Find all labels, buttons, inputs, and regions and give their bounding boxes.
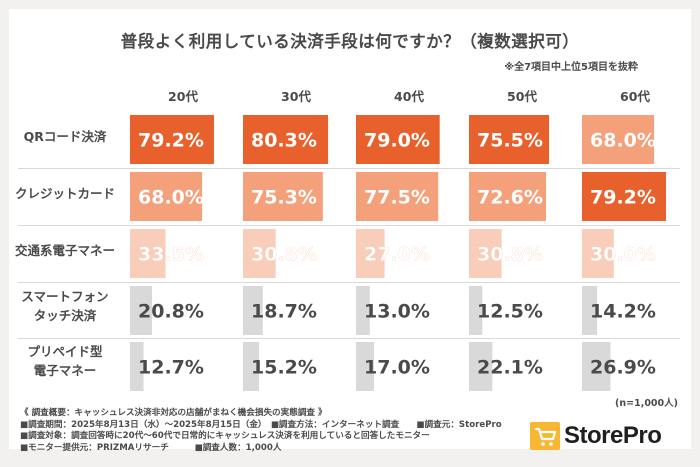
data-label: 72.6% [477, 187, 543, 209]
data-label: 77.5% [364, 187, 430, 209]
data-label: 30.8% [251, 244, 317, 266]
bar [243, 115, 329, 164]
bar [582, 115, 655, 164]
data-label: 14.2% [590, 301, 656, 323]
data-label: 33.5% [138, 244, 204, 266]
data-label: 26.9% [590, 357, 656, 379]
column-header: 50代 [507, 89, 537, 104]
bar [130, 172, 203, 221]
column-header: 20代 [168, 89, 198, 104]
data-label: 15.2% [251, 357, 317, 379]
footer-line-overview: 《 調査概要：キャッシュレス決済非対応の店舗がまねく機会損失の実態調査 》 [20, 408, 327, 418]
bar [469, 229, 502, 278]
data-label: 27.0% [364, 244, 430, 266]
chart-card [9, 9, 691, 449]
data-label: 30.8% [477, 244, 543, 266]
bar [582, 172, 666, 221]
footer-line-period: ■調査期間：2025年8月13日（水）～2025年8月15日（金） ■調査方法：… [20, 419, 502, 430]
row-divider [18, 168, 680, 169]
chart-title: 普段よく利用している決済手段は何ですか？（複数選択可） [120, 32, 580, 51]
bar [130, 342, 144, 391]
footer-line-provider: ■モニター提供元：PRIZMAリサーチ ■調査人数：1,000人 [20, 442, 282, 453]
data-label: 80.3% [251, 130, 317, 152]
logo-text: StorePro [564, 422, 662, 449]
bar [243, 172, 323, 221]
bar [243, 286, 263, 335]
row-label: スマートフォン タッチ決済 [21, 289, 109, 323]
row-label: クレジットカード [14, 185, 115, 201]
row-label: プリペイド型 電子マネー [27, 344, 103, 378]
footer-line-target: ■調査対象：調査回答時に20代～60代で日常的にキャッシュレス決済を利用している… [20, 431, 430, 441]
bar [356, 342, 374, 391]
bar [356, 172, 439, 221]
data-label: 13.0% [364, 301, 430, 323]
shopping-cart-icon [530, 422, 560, 450]
storepro-logo: StorePro [528, 419, 678, 455]
bar [469, 172, 546, 221]
selection-note: ※全7項目中上位5項目を抜粋 [504, 62, 638, 73]
bar [582, 342, 611, 391]
bar [356, 286, 370, 335]
data-label: 75.3% [251, 187, 317, 209]
data-label: 75.5% [477, 130, 543, 152]
row-divider [18, 338, 680, 339]
bar [582, 229, 614, 278]
data-label: 30.0% [590, 244, 656, 266]
data-label: 17.0% [364, 357, 430, 379]
row-label: QRコード決済 [23, 128, 107, 144]
column-header: 40代 [394, 89, 424, 104]
bar [356, 229, 385, 278]
bar [469, 286, 483, 335]
bar [130, 115, 214, 164]
bar [469, 115, 549, 164]
survey-footer: 《 調査概要：キャッシュレス決済非対応の店舗がまねく機会損失の実態調査 》 ■調… [20, 408, 502, 454]
sample-size: (n=1,000人) [615, 398, 678, 409]
bar [130, 229, 166, 278]
data-label: 68.0% [590, 130, 656, 152]
bar [469, 342, 493, 391]
data-label: 68.0% [138, 187, 204, 209]
data-label: 12.5% [477, 301, 543, 323]
row-divider [18, 282, 680, 283]
bar [243, 229, 276, 278]
row-divider [18, 225, 680, 226]
data-label: 18.7% [251, 301, 317, 323]
bar [356, 115, 440, 164]
data-label: 79.0% [364, 130, 430, 152]
row-label: 交通系電子マネー [14, 242, 115, 258]
bar [243, 342, 260, 391]
data-label: 22.1% [477, 357, 543, 379]
column-header: 30代 [281, 89, 311, 104]
bar [130, 286, 152, 335]
column-header: 60代 [620, 89, 650, 104]
data-label: 20.8% [138, 301, 204, 323]
data-label: 12.7% [138, 357, 204, 379]
data-label: 79.2% [138, 130, 204, 152]
bar [582, 286, 598, 335]
data-label: 79.2% [590, 187, 656, 209]
